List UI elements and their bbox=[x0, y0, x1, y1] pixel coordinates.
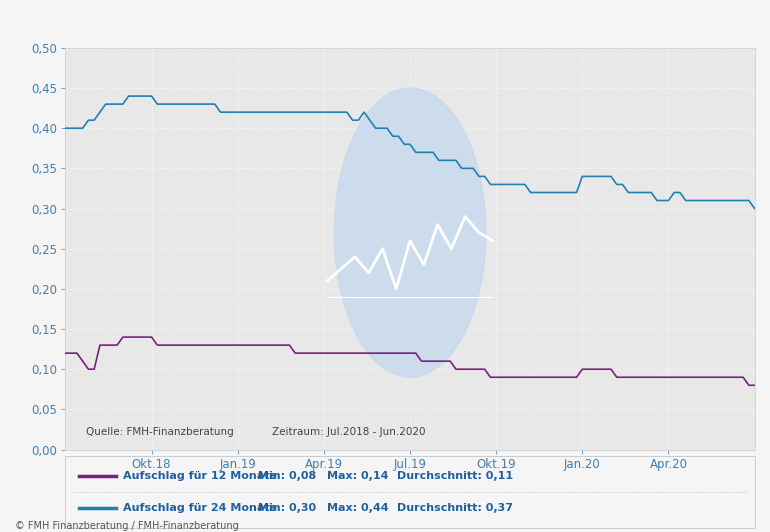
Text: Min: 0,30: Min: 0,30 bbox=[258, 503, 316, 513]
Text: © FMH Finanzberatung / FMH-Finanzberatung: © FMH Finanzberatung / FMH-Finanzberatun… bbox=[15, 521, 239, 531]
Text: Min: 0,08: Min: 0,08 bbox=[258, 471, 316, 481]
Text: Aufschlag für 12 Monate: Aufschlag für 12 Monate bbox=[123, 471, 277, 481]
Text: Max: 0,14: Max: 0,14 bbox=[327, 471, 389, 481]
Text: Max: 0,44: Max: 0,44 bbox=[327, 503, 389, 513]
Text: Quelle: FMH-Finanzberatung: Quelle: FMH-Finanzberatung bbox=[86, 428, 234, 437]
Text: Durchschnitt: 0,11: Durchschnitt: 0,11 bbox=[397, 471, 513, 481]
Text: Durchschnitt: 0,37: Durchschnitt: 0,37 bbox=[397, 503, 513, 513]
Text: Aufschlag für 24 Monate: Aufschlag für 24 Monate bbox=[123, 503, 277, 513]
Ellipse shape bbox=[334, 88, 486, 377]
Text: Zeitraum: Jul.2018 - Jun.2020: Zeitraum: Jul.2018 - Jun.2020 bbox=[273, 428, 426, 437]
